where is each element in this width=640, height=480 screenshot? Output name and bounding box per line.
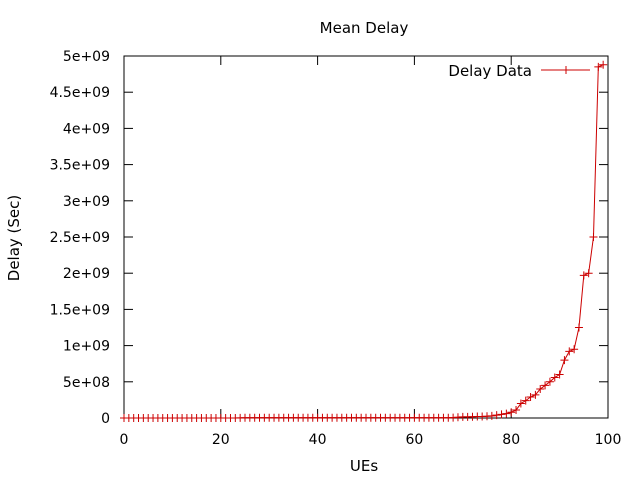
y-tick-label: 2e+09 bbox=[63, 266, 110, 282]
y-tick-label: 1e+09 bbox=[63, 339, 110, 355]
x-tick-label: 20 bbox=[212, 432, 230, 448]
y-tick-label: 3e+09 bbox=[63, 194, 110, 210]
x-axis: 0 20 40 60 80 100 bbox=[120, 56, 622, 448]
chart-title: Mean Delay bbox=[320, 19, 409, 37]
data-point bbox=[516, 399, 525, 408]
data-point bbox=[565, 347, 574, 356]
y-tick-label: 2.5e+09 bbox=[50, 230, 110, 246]
data-point bbox=[492, 411, 501, 420]
data-point bbox=[497, 410, 506, 419]
data-point bbox=[574, 323, 583, 332]
legend-marker bbox=[562, 66, 570, 74]
data-point bbox=[541, 381, 550, 390]
y-tick-label: 3.5e+09 bbox=[50, 158, 110, 174]
series-layer bbox=[120, 60, 608, 422]
data-point bbox=[579, 271, 588, 280]
y-tick-label: 4.5e+09 bbox=[50, 85, 110, 101]
y-tick-label: 5e+08 bbox=[63, 375, 110, 391]
data-point bbox=[521, 396, 530, 405]
data-point bbox=[536, 385, 545, 394]
y-tick-label: 5e+09 bbox=[63, 49, 110, 65]
plot-border bbox=[123, 55, 609, 419]
y-axis-label: Delay (Sec) bbox=[5, 195, 23, 281]
y-tick-label: 1.5e+09 bbox=[50, 302, 110, 318]
plot-area bbox=[123, 55, 609, 419]
data-point bbox=[594, 62, 603, 71]
data-point bbox=[507, 408, 516, 417]
data-point bbox=[589, 233, 598, 241]
legend: Delay Data bbox=[448, 62, 590, 80]
y-tick-label: 0 bbox=[101, 411, 110, 427]
y-axis: 0 5e+08 1e+09 1.5e+09 2e+09 2.5e+09 3e+09 3.5e+… bbox=[50, 49, 608, 427]
data-point bbox=[570, 345, 579, 354]
x-tick-label: 0 bbox=[120, 432, 129, 448]
data-point bbox=[584, 269, 593, 278]
data-point bbox=[550, 373, 559, 382]
data-point bbox=[487, 411, 496, 420]
x-tick-label: 100 bbox=[595, 432, 622, 448]
y-tick-label: 4e+09 bbox=[63, 121, 110, 137]
data-point bbox=[555, 370, 564, 379]
x-tick-label: 80 bbox=[502, 432, 520, 448]
x-tick-label: 60 bbox=[405, 432, 423, 448]
data-point bbox=[512, 406, 521, 415]
data-point bbox=[526, 393, 535, 402]
data-point bbox=[545, 377, 554, 386]
data-point bbox=[531, 390, 540, 399]
data-point bbox=[502, 409, 511, 418]
x-tick-label: 40 bbox=[309, 432, 327, 448]
x-axis-label: UEs bbox=[350, 457, 378, 475]
data-point bbox=[599, 60, 608, 69]
series-line bbox=[124, 64, 604, 419]
data-point bbox=[560, 356, 569, 365]
legend-label: Delay Data bbox=[448, 62, 532, 80]
